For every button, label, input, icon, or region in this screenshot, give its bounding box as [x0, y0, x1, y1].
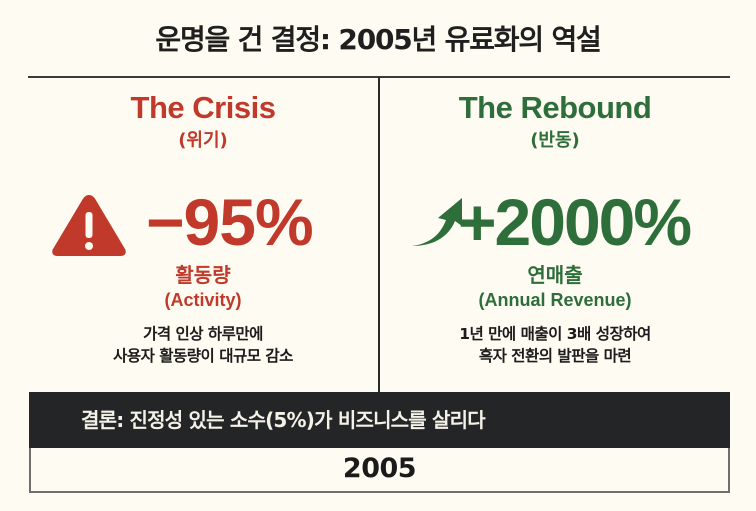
rebound-subtitle: (반동) — [530, 130, 580, 151]
rebound-description-line-2: 흑자 전환의 발판을 마련 — [478, 347, 632, 365]
warning-triangle-icon — [50, 192, 128, 262]
page-title: 운명을 건 결정: 2005년 유료화의 역설 — [155, 23, 601, 56]
crisis-description-line-1: 가격 인상 하루만에 — [143, 325, 263, 343]
rebound-metric-label: 연매출 — [527, 263, 583, 287]
rebound-description-line-1: 1년 만에 매출이 3배 성장하여 — [459, 325, 651, 343]
crisis-metric-label: 활동량 — [175, 263, 231, 287]
rebound-title: The Rebound — [458, 90, 652, 125]
crisis-panel: The Crisis (위기) −95% 활동량 (Activity) 가격 인… — [28, 90, 378, 365]
crisis-metric-sub: (Activity) — [164, 290, 242, 310]
rebound-panel: The Rebound (반동) +2000% 연매출 (Annual Reve… — [380, 90, 730, 365]
rebound-value: +2000% — [458, 185, 692, 259]
rebound-metric-sub: (Annual Revenue) — [478, 290, 632, 310]
crisis-subtitle: (위기) — [178, 130, 228, 151]
column-divider — [378, 77, 380, 393]
crisis-value: −95% — [146, 185, 314, 259]
crisis-description-line-2: 사용자 활동량이 대규모 감소 — [113, 347, 293, 365]
conclusion-banner: 결론: 진정성 있는 소수(5%)가 비즈니스를 살리다 — [29, 392, 730, 448]
crisis-stat: −95% — [28, 188, 378, 256]
year-label: 2005 — [29, 448, 730, 493]
crisis-description: 가격 인상 하루만에 사용자 활동량이 대규모 감소 — [28, 323, 378, 367]
rebound-stat: +2000% — [380, 188, 730, 256]
rebound-description: 1년 만에 매출이 3배 성장하여 흑자 전환의 발판을 마련 — [380, 323, 730, 367]
trend-up-arrow-icon — [410, 196, 466, 252]
crisis-title: The Crisis — [130, 90, 276, 125]
